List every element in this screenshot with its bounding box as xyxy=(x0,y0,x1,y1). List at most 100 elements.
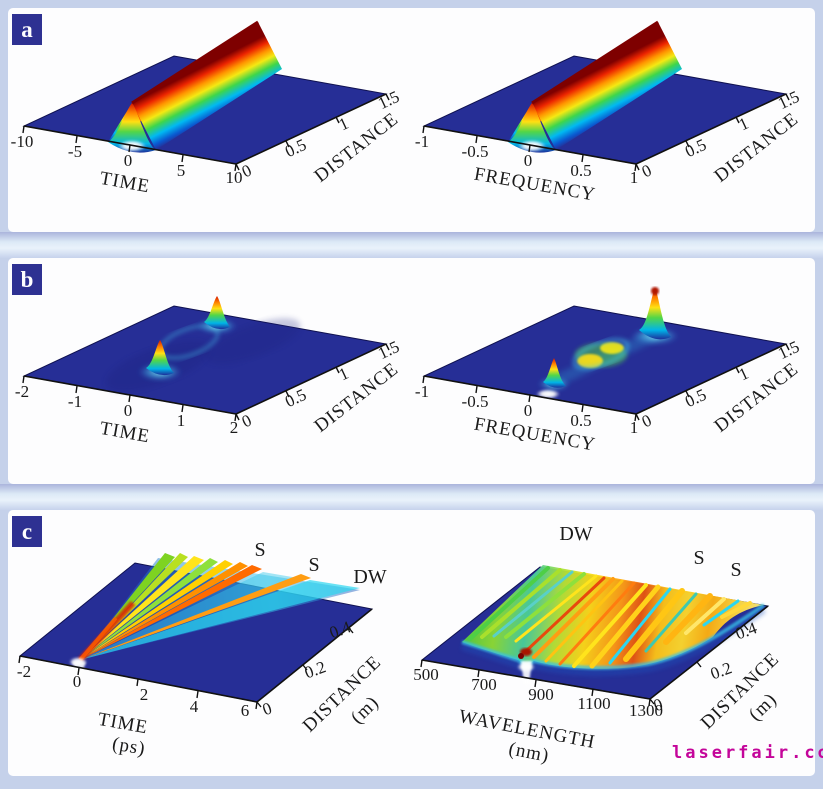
plateau-cliff-edge xyxy=(461,603,766,670)
plot-c-wavelength-surface: 500 700 900 1100 1300 0 0.2 0.4 WAVELENG… xyxy=(413,523,783,767)
x-tick-label: 700 xyxy=(471,675,497,694)
plot-b-time-surface: -2 -1 0 1 2 0 0.5 1 1.5 TIME DISTANCE xyxy=(15,296,403,447)
y-axis-ticks xyxy=(235,343,390,421)
x-tick-label: 1 xyxy=(630,168,639,187)
x-tick-label: 500 xyxy=(413,665,439,684)
watermark: laserfair.com xyxy=(672,743,823,763)
surface-3d xyxy=(420,565,770,700)
plot-a-frequency-surface: -1 -0.5 0 0.5 1 0 0.5 1 1.5 FREQUENCY DI… xyxy=(415,20,803,206)
yellow-lobe xyxy=(600,342,624,354)
panel-c-label: c xyxy=(21,519,33,544)
x-axis-unit: (ps) xyxy=(111,733,148,760)
y-tick-label: 1 xyxy=(736,114,752,135)
y-tick-label: 0 xyxy=(639,161,655,182)
x-tick-label: 1 xyxy=(630,418,639,437)
x-axis-label: TIME xyxy=(98,168,151,197)
x-tick-label: 0 xyxy=(524,401,533,420)
y-axis-ticks xyxy=(649,624,749,705)
surface-wave-shadow xyxy=(205,318,301,364)
plot-a-time-surface: -10 -5 0 5 10 0 0.5 1 1.5 TIME DISTANCE xyxy=(11,20,403,197)
soliton-ridge-right-face xyxy=(132,22,282,150)
annotation-soliton: S xyxy=(730,559,741,581)
surface-3d xyxy=(422,20,788,165)
input-notch xyxy=(521,661,532,684)
surface-3d xyxy=(22,20,388,165)
panel-a-badge: a xyxy=(12,14,42,45)
panel-separator xyxy=(0,232,823,258)
axes xyxy=(19,608,373,703)
x-tick-label: 2 xyxy=(230,418,239,437)
x-tick-label: -0.5 xyxy=(462,142,489,161)
spectral-ridge-front-face xyxy=(508,103,556,153)
soliton-ridge-front-face xyxy=(108,103,156,153)
x-tick-label: -1 xyxy=(415,132,429,151)
x-tick-label: 6 xyxy=(241,701,250,720)
x-tick-label: 900 xyxy=(528,685,554,704)
x-tick-label: 4 xyxy=(190,697,199,716)
x-tick-label: -5 xyxy=(68,142,82,161)
x-tick-label: 0 xyxy=(124,401,133,420)
x-tick-label: -0.5 xyxy=(462,392,489,411)
y-axis-ticks xyxy=(635,343,790,421)
x-tick-label: -10 xyxy=(11,132,34,151)
plateau-cliff-shadow xyxy=(461,607,766,676)
plot-b-frequency-surface: -1 -0.5 0 0.5 1 0 0.5 1 1.5 FREQUENCY DI… xyxy=(415,287,803,456)
ridge-crest xyxy=(531,20,659,105)
x-axis-ticks xyxy=(420,659,651,707)
x-axis-label: TIME xyxy=(98,418,151,447)
y-tick-label: 0.2 xyxy=(708,658,734,683)
ring-structure xyxy=(572,337,630,371)
y-tick-label: 1 xyxy=(336,114,352,135)
x-tick-label: -2 xyxy=(17,662,31,681)
x-tick-label: 10 xyxy=(226,168,243,187)
x-tick-label: 5 xyxy=(177,161,186,180)
panel-b: b xyxy=(8,258,815,484)
annotations: S S DW xyxy=(254,539,386,588)
y-tick-label: 0 xyxy=(260,698,274,719)
y-tick-label: 1 xyxy=(336,364,352,385)
panel-c: c xyxy=(8,510,815,776)
annotations: DW S S xyxy=(559,523,741,581)
y-tick-label: 0 xyxy=(639,411,655,432)
soliton-peak-1 xyxy=(146,340,174,376)
spectral-peak-back xyxy=(639,288,671,340)
annotation-dispersive-wave: DW xyxy=(353,566,386,588)
ridge-crest xyxy=(131,20,259,105)
panel-a-label: a xyxy=(21,17,33,42)
surface-3d xyxy=(18,553,374,703)
x-tick-label: 0.5 xyxy=(570,411,591,430)
x-tick-label: -2 xyxy=(15,382,29,401)
panel-b-badge: b xyxy=(12,264,42,295)
annotation-soliton: S xyxy=(693,547,704,569)
yellow-lobe xyxy=(577,354,603,368)
x-tick-label: -1 xyxy=(68,392,82,411)
axes xyxy=(421,605,769,700)
supercontinuum-streaks xyxy=(468,566,752,669)
annotation-dispersive-wave: DW xyxy=(559,523,592,545)
soliton-rays xyxy=(80,553,360,660)
x-tick-label: 0 xyxy=(124,151,133,170)
spectral-peak-front xyxy=(543,358,566,388)
x-tick-label: 2 xyxy=(140,685,149,704)
x-tick-label: -1 xyxy=(415,382,429,401)
x-tick-label: 1 xyxy=(177,411,186,430)
x-tick-label: 0.5 xyxy=(570,161,591,180)
x-axis-ticks xyxy=(422,375,637,422)
annotation-soliton: S xyxy=(308,554,319,576)
soliton-peak-2 xyxy=(204,296,230,330)
x-tick-label: 0 xyxy=(73,672,82,691)
y-axis-ticks xyxy=(256,627,354,708)
x-tick-label: 1300 xyxy=(629,701,663,720)
panel-c-badge: c xyxy=(12,516,42,547)
spectral-ridge-right-face xyxy=(532,22,682,150)
y-tick-label: 1 xyxy=(736,364,752,385)
x-axis-ticks xyxy=(18,655,258,710)
panel-b-label: b xyxy=(20,267,34,292)
x-tick-label: 0 xyxy=(524,151,533,170)
y-tick-label: 0 xyxy=(239,411,255,432)
annotation-soliton: S xyxy=(254,539,265,561)
pump-dark-spot xyxy=(518,653,524,659)
panel-separator xyxy=(0,484,823,510)
y-axis-ticks xyxy=(635,93,790,171)
